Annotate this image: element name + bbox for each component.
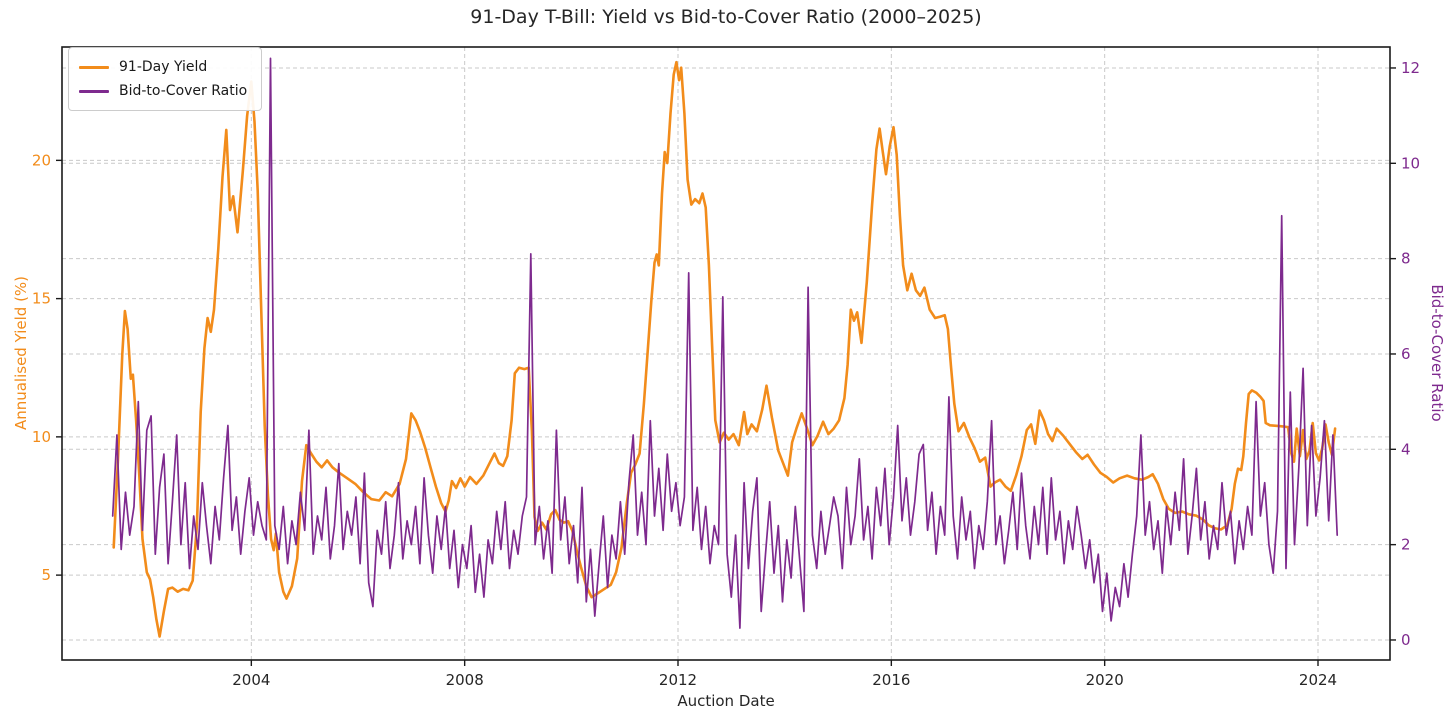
y-tick-label-left: 10: [32, 428, 51, 446]
x-axis-label: Auction Date: [677, 692, 775, 710]
y-axis-label-right: Bid-to-Cover Ratio: [1428, 284, 1446, 422]
y-axis-label-left: Annualised Yield (%): [12, 275, 30, 431]
y-tick-label-right: 8: [1401, 250, 1411, 268]
x-tick-label: 2020: [1086, 671, 1124, 689]
x-tick-label: 2004: [232, 671, 270, 689]
y-tick-label-right: 0: [1401, 631, 1411, 649]
x-tick-label: 2016: [872, 671, 910, 689]
legend-entry-bid-cover: Bid-to-Cover Ratio: [79, 79, 247, 103]
bid-cover-line-swatch: [79, 89, 109, 93]
legend: 91-Day Yield Bid-to-Cover Ratio: [68, 47, 263, 111]
y-tick-label-right: 6: [1401, 345, 1411, 363]
y-tick-label-right: 10: [1401, 154, 1420, 172]
y-tick-label-left: 20: [32, 151, 51, 169]
x-tick-label: 2012: [659, 671, 697, 689]
legend-entry-yield: 91-Day Yield: [79, 55, 247, 79]
y-tick-label-left: 15: [32, 290, 51, 308]
legend-label-bid-cover: Bid-to-Cover Ratio: [119, 83, 248, 99]
y-tick-label-right: 4: [1401, 440, 1411, 458]
y-tick-label-right: 12: [1401, 59, 1420, 77]
y-tick-label-right: 2: [1401, 536, 1411, 554]
legend-label-yield: 91-Day Yield: [119, 59, 208, 75]
chart-title: 91-Day T-Bill: Yield vs Bid-to-Cover Rat…: [470, 6, 982, 28]
yield-line-swatch: [79, 65, 109, 69]
x-tick-label: 2008: [446, 671, 484, 689]
y-tick-label-left: 5: [41, 566, 51, 584]
bid-cover-line: [111, 57, 1339, 629]
x-tick-label: 2024: [1299, 671, 1337, 689]
